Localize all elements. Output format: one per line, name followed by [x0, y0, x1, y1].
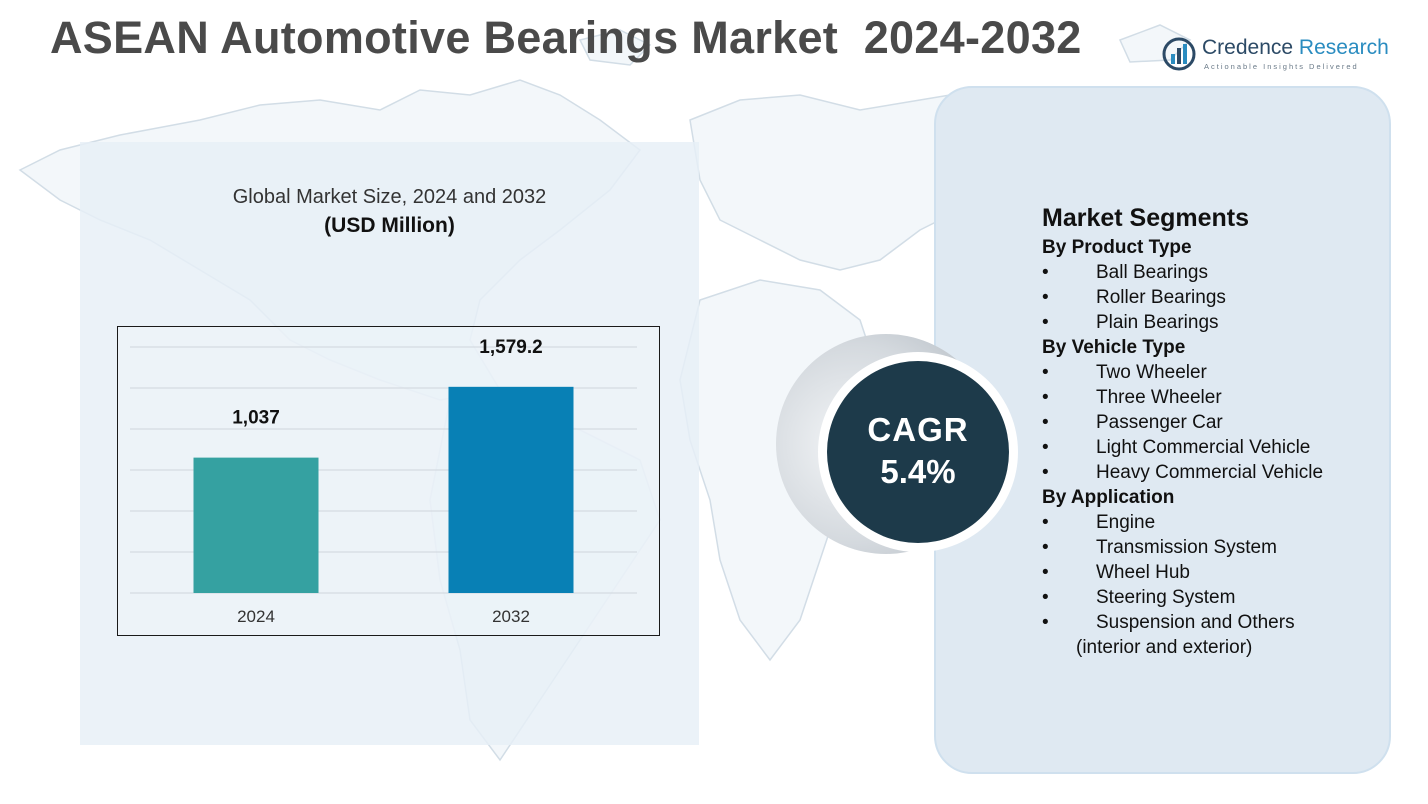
bullet-icon: •: [1042, 587, 1049, 608]
segment-item-label: Transmission System: [1096, 537, 1277, 558]
segment-item: • Light Commercial Vehicle: [1042, 435, 1402, 460]
segment-item-label: Roller Bearings: [1096, 287, 1226, 308]
chart-frame: 1,037 2024 1,579.2 2032: [117, 326, 660, 636]
segment-item: • Wheel Hub: [1042, 560, 1402, 585]
segment-item: • Roller Bearings: [1042, 285, 1402, 310]
cagr-value: 5.4%: [880, 453, 956, 490]
bar-value-label: 1,579.2: [479, 337, 542, 358]
segment-item: • Three Wheeler: [1042, 385, 1402, 410]
segment-item: • Engine: [1042, 510, 1402, 535]
cagr-badge: CAGR 5.4%: [827, 361, 1009, 543]
page-title: ASEAN Automotive Bearings Market 2024-20…: [50, 12, 1082, 63]
x-tick-label: 2032: [492, 607, 530, 626]
bullet-icon: •: [1042, 387, 1049, 408]
bullet-icon: •: [1042, 537, 1049, 558]
chart-panel: Global Market Size, 2024 and 2032 (USD M…: [80, 142, 699, 745]
segment-item-label: Plain Bearings: [1096, 312, 1219, 333]
bullet-icon: •: [1042, 562, 1049, 583]
segment-item: • Passenger Car: [1042, 410, 1402, 435]
segment-item-label: Two Wheeler: [1096, 362, 1207, 383]
brand-name: Credence Research: [1202, 36, 1389, 60]
brand-tagline: Actionable Insights Delivered: [1204, 62, 1359, 71]
bar-value-label: 1,037: [232, 408, 280, 429]
segment-item: • Steering System: [1042, 585, 1402, 610]
segment-groups: By Product Type • Ball Bearings • Roller Bea…: [1042, 235, 1402, 660]
brand-logo-block: Credence Research Actionable Insights De…: [1162, 34, 1402, 78]
cagr-label: CAGR: [867, 411, 969, 448]
segment-item-label: Heavy Commercial Vehicle: [1096, 462, 1324, 483]
segment-item: • Plain Bearings: [1042, 310, 1402, 335]
bullet-icon: •: [1042, 312, 1049, 333]
bar: [448, 386, 574, 593]
segment-group-title: By Vehicle Type: [1042, 337, 1186, 358]
brand-name-part1: Credence: [1202, 36, 1294, 59]
segment-item-label: Three Wheeler: [1096, 387, 1222, 408]
segment-item: • Transmission System: [1042, 535, 1402, 560]
bullet-icon: •: [1042, 512, 1049, 533]
brand-name-part2: Research: [1293, 36, 1389, 59]
segment-item-label: Steering System: [1096, 587, 1236, 608]
segment-item-note: (interior and exterior): [1076, 637, 1253, 658]
segment-group-title: By Application: [1042, 487, 1175, 508]
bar-chart: 1,037 2024 1,579.2 2032: [130, 337, 637, 626]
chart-title: Global Market Size, 2024 and 2032: [232, 186, 547, 208]
segment-item-label: Suspension and Others: [1096, 612, 1295, 633]
segment-item-label: Wheel Hub: [1096, 562, 1190, 583]
bullet-icon: •: [1042, 262, 1049, 283]
bullet-icon: •: [1042, 437, 1049, 458]
segment-item-label: Light Commercial Vehicle: [1096, 437, 1311, 458]
segment-item: • Two Wheeler: [1042, 360, 1402, 385]
bullet-icon: •: [1042, 362, 1049, 383]
x-tick-label: 2024: [237, 607, 275, 626]
segment-item-label: Engine: [1096, 512, 1156, 533]
segment-item-label: Ball Bearings: [1096, 262, 1208, 283]
segment-item: • Ball Bearings: [1042, 260, 1402, 285]
segments-heading: Market Segments: [1042, 204, 1250, 232]
bullet-icon: •: [1042, 412, 1049, 433]
credence-logo-icon: [1162, 37, 1196, 71]
bullet-icon: •: [1042, 462, 1049, 483]
segment-group-title: By Product Type: [1042, 237, 1192, 258]
bullet-icon: •: [1042, 287, 1049, 308]
segment-item: • Heavy Commercial Vehicle: [1042, 460, 1402, 485]
market-segments: Market Segments By Product Type • Ball Bea…: [1042, 204, 1402, 660]
bullet-icon: •: [1042, 612, 1049, 633]
chart-subtitle: (USD Million): [324, 214, 455, 237]
segment-item-label: Passenger Car: [1096, 412, 1223, 433]
bar: [193, 457, 319, 593]
segment-item: • Suspension and Others: [1042, 610, 1402, 635]
